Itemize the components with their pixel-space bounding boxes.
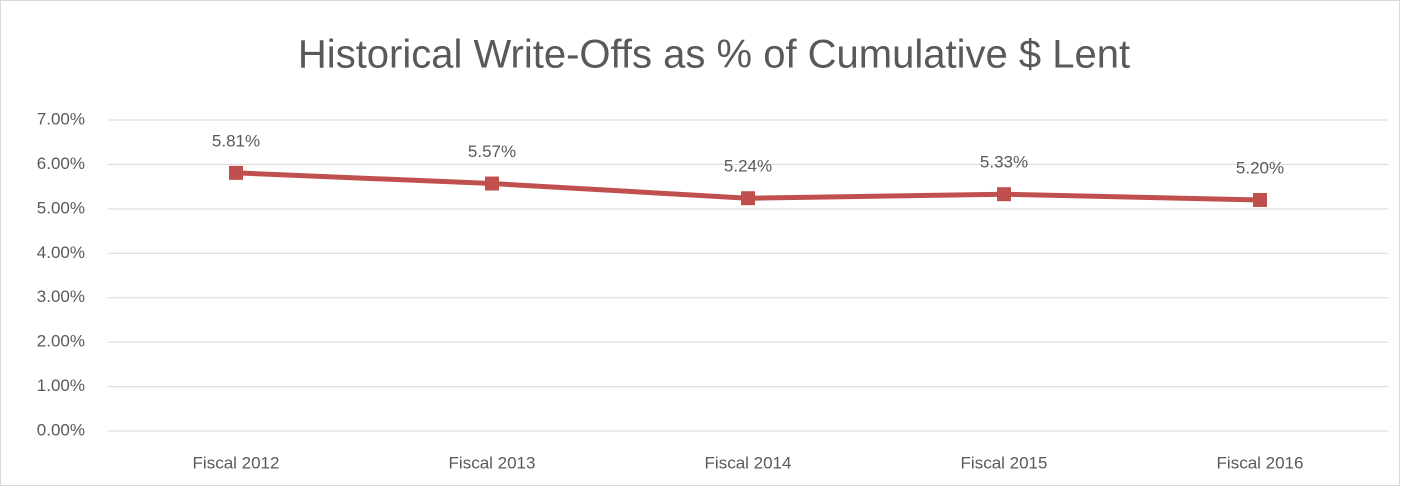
y-tick-label: 0.00%: [37, 420, 85, 439]
y-tick-label: 1.00%: [37, 376, 85, 395]
marker: [1253, 192, 1267, 207]
y-tick-label: 5.00%: [37, 198, 85, 217]
y-tick-label: 6.00%: [37, 154, 85, 173]
y-tick-label: 2.00%: [37, 332, 85, 351]
x-tick-label: Fiscal 2012: [193, 453, 280, 472]
x-tick-label: Fiscal 2014: [705, 453, 792, 472]
y-tick-label: 7.00%: [37, 109, 85, 128]
data-label: 5.33%: [980, 153, 1028, 172]
y-tick-label: 3.00%: [37, 287, 85, 306]
data-label: 5.20%: [1236, 158, 1284, 177]
x-tick-label: Fiscal 2015: [961, 453, 1048, 472]
y-tick-label: 4.00%: [37, 243, 85, 262]
data-label: 5.81%: [212, 131, 260, 150]
marker: [229, 165, 243, 180]
marker: [741, 191, 755, 206]
data-label: 5.57%: [468, 142, 516, 161]
marker: [485, 176, 499, 191]
x-tick-label: Fiscal 2016: [1217, 453, 1304, 472]
data-label: 5.24%: [724, 157, 772, 176]
marker: [997, 187, 1011, 202]
chart-title: Historical Write-Offs as % of Cumulative…: [298, 33, 1130, 77]
x-tick-label: Fiscal 2013: [449, 453, 536, 472]
